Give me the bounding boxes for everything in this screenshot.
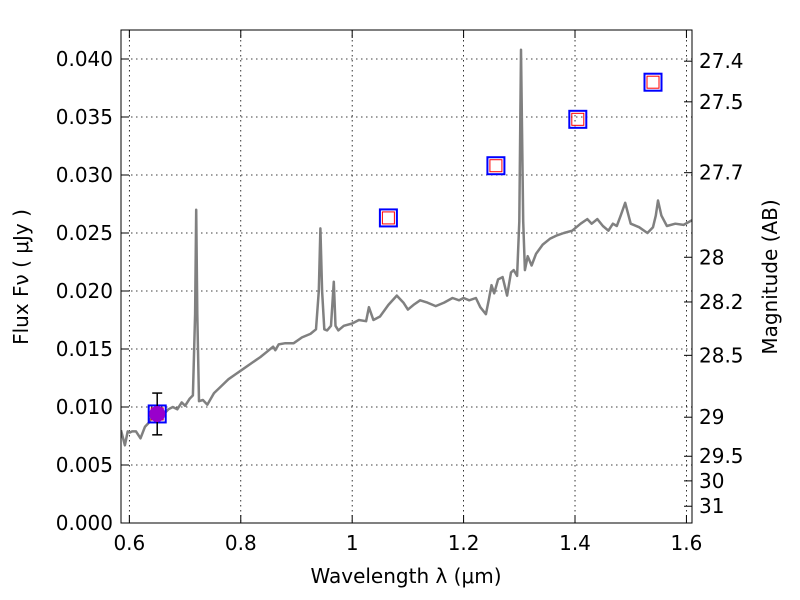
photometry-square — [643, 72, 663, 92]
plot-area — [121, 48, 692, 447]
x-axis-title: Wavelength λ (μm) — [310, 564, 501, 588]
y2-tick-label: 28 — [699, 245, 724, 269]
y-tick-label: 0.000 — [56, 511, 113, 535]
observed-point — [149, 405, 166, 422]
y2-tick-label: 27.4 — [699, 49, 744, 73]
model-square — [381, 211, 395, 225]
grid-lines — [121, 30, 692, 524]
x-tick-label: 0.6 — [113, 531, 145, 555]
y-tick-label: 0.015 — [56, 337, 113, 361]
y-tick-label: 0.010 — [56, 395, 113, 419]
photometry-square — [568, 109, 588, 129]
x-tick-label: 1.6 — [671, 531, 703, 555]
y2-tick-label: 27.7 — [699, 161, 744, 185]
y-tick-label: 0.005 — [56, 453, 113, 477]
x-tick-label: 1.2 — [448, 531, 480, 555]
y-tick-label: 0.020 — [56, 279, 113, 303]
y2-tick-label: 29.5 — [699, 444, 744, 468]
y2-tick-label: 28.2 — [699, 290, 744, 314]
y-tick-label: 0.030 — [56, 163, 113, 187]
y2-tick-label: 30 — [699, 469, 724, 493]
y2-tick-label: 27.5 — [699, 90, 744, 114]
y2-tick-label: 31 — [699, 494, 724, 518]
photometry-square — [378, 208, 398, 228]
y2-tick-label: 29 — [699, 405, 724, 429]
model-square — [646, 75, 660, 89]
model-square — [489, 159, 503, 173]
y-axis-title: Flux Fν ( μJy ) — [9, 209, 33, 345]
model-square — [571, 112, 585, 126]
x-tick-label: 0.8 — [225, 531, 257, 555]
plot-frame — [120, 29, 693, 524]
y2-tick-label: 28.5 — [699, 343, 744, 367]
x-tick-label: 1.4 — [559, 531, 591, 555]
spectrum-line — [121, 48, 692, 447]
y-tick-label: 0.025 — [56, 221, 113, 245]
y2-axis-title: Magnitude (AB) — [758, 199, 782, 354]
y-tick-label: 0.035 — [56, 105, 113, 129]
ticks: 0.6 0.8 1 1.2 1.4 1.6 0.000 0.005 0.010 0.015 0.02… — [56, 30, 744, 555]
x-tick-label: 1 — [346, 531, 359, 555]
y-tick-label: 0.040 — [56, 47, 113, 71]
photometry-square — [486, 156, 506, 176]
